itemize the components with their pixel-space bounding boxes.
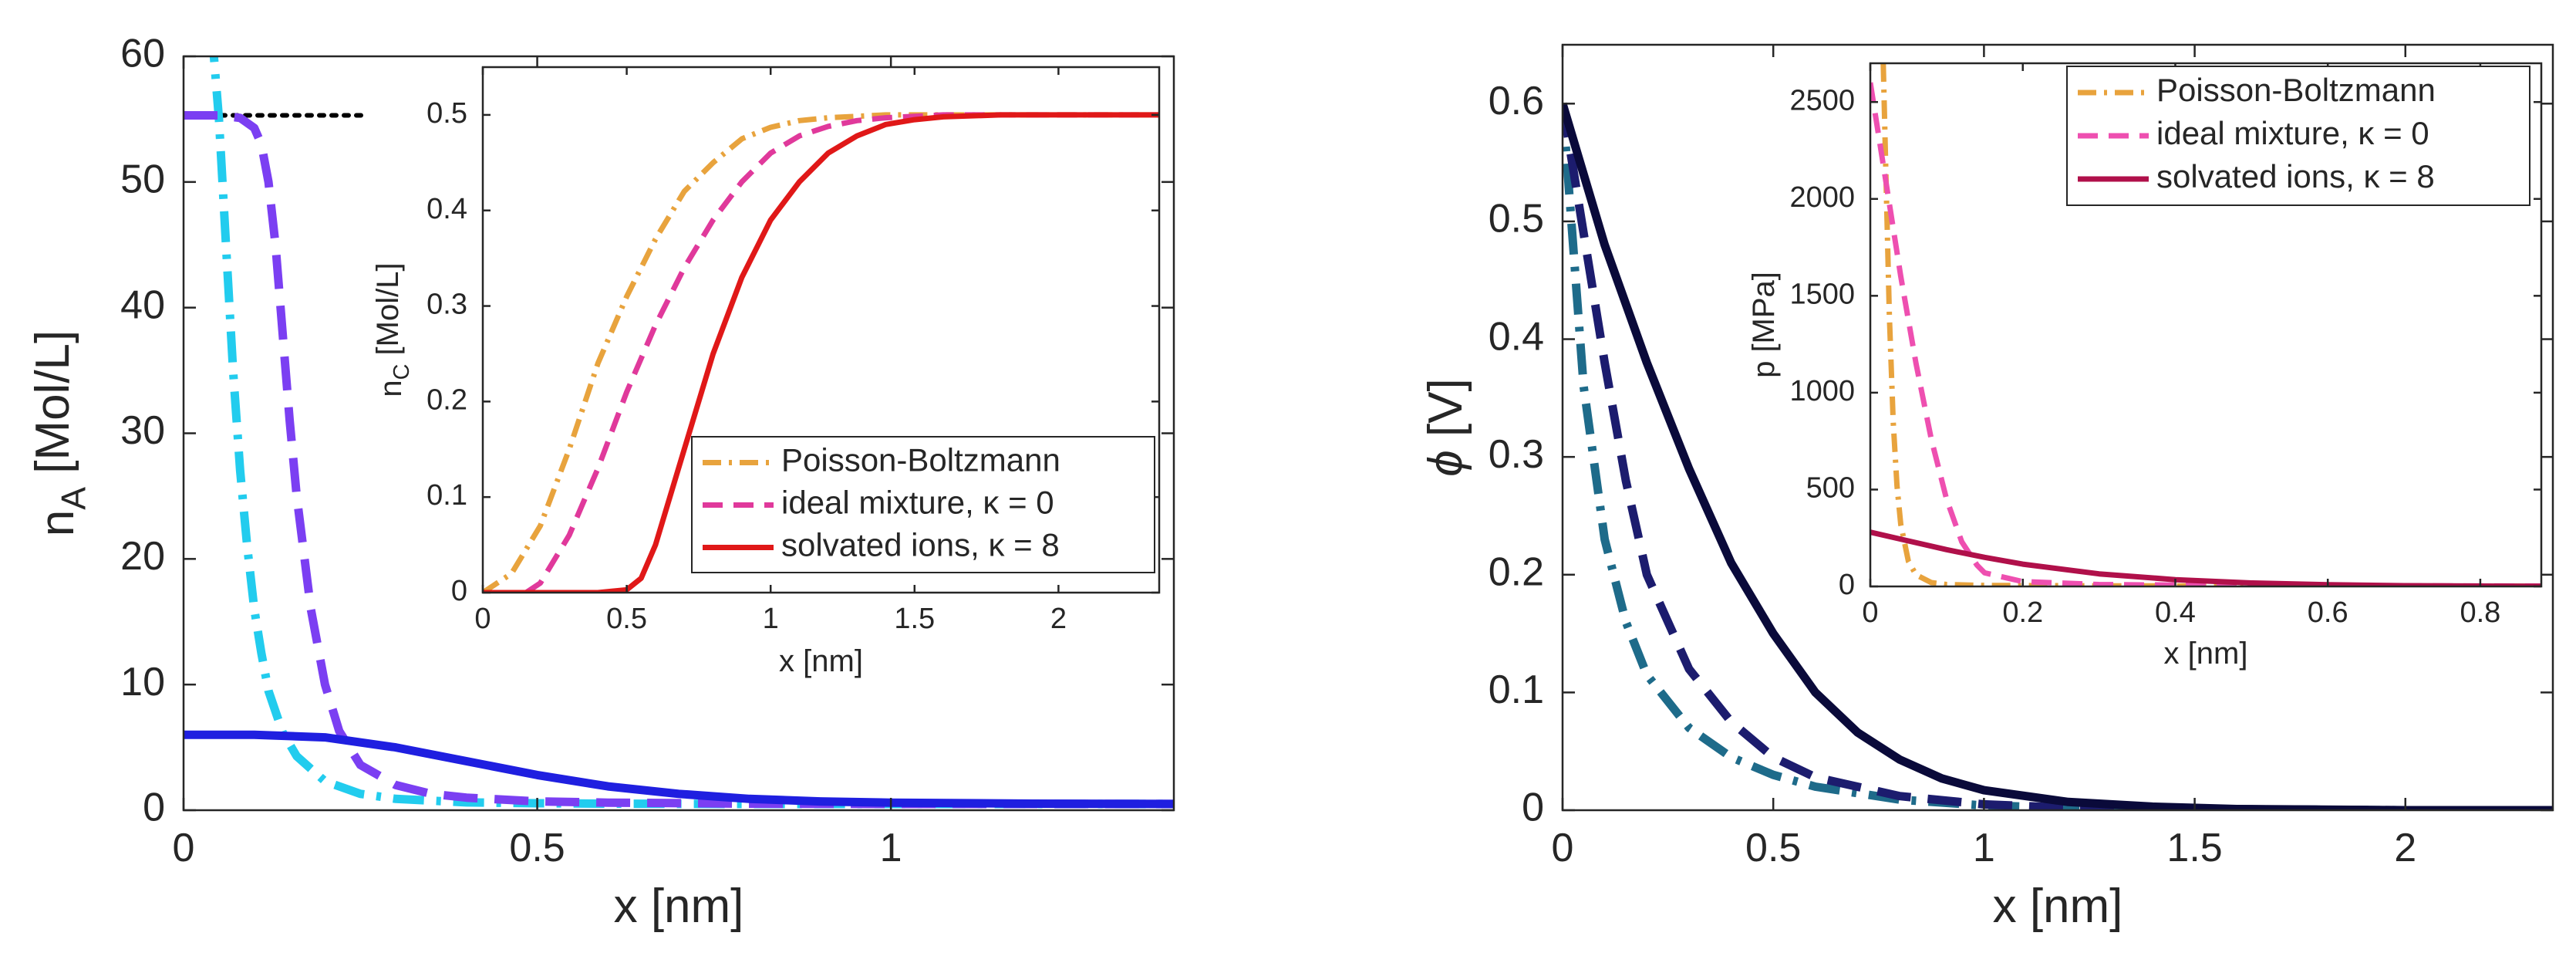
left-main-xlabel: x [nm]	[614, 880, 744, 933]
right-inset-xtick-label: 0.8	[2460, 596, 2500, 629]
left-main-xtick-label: 1	[880, 826, 902, 870]
right_inset-legend-label-2: solvated ions, κ = 8	[2156, 158, 2435, 194]
left-inset-ylabel: nC [Mol/L]	[371, 262, 414, 397]
left-inset-series-1	[483, 112, 1159, 593]
right-main-xtick-label: 2	[2394, 826, 2416, 870]
left_inset-legend-label-1: ideal mixture, κ = 0	[781, 485, 1054, 521]
right-main-ytick-label: 0.6	[1489, 79, 1544, 123]
right_inset-legend-box	[2066, 66, 2530, 206]
left-inset-ytick-label: 0.2	[427, 384, 467, 416]
right_inset-legend: Poisson-Boltzmann ideal mixture, κ = 0 sol…	[2066, 66, 2530, 206]
left-inset-ytick-label: 0	[451, 575, 467, 607]
left_inset-legend-label-2: solvated ions, κ = 8	[781, 527, 1060, 563]
right-main-ytick-label: 0	[1522, 786, 1544, 830]
left-main-ylabel-main: n	[31, 510, 84, 536]
right-main-axes-box	[1561, 43, 2554, 812]
right-inset-ytick-label: 2000	[1789, 181, 1855, 214]
left-main-ytick-label: 20	[120, 534, 165, 579]
left-inset-xtick-label: 1.5	[894, 603, 935, 635]
right-inset-xtick-label: 0.6	[2308, 596, 2348, 629]
right-inset-ytick-label: 2500	[1789, 84, 1855, 117]
left-main-ytick-label: 0	[143, 786, 165, 830]
left-inset-ytick-label: 0.3	[427, 289, 467, 321]
left-main-ytick-label: 60	[120, 32, 165, 76]
left-main-xtick-label: 0.5	[509, 826, 565, 870]
right-inset-ylabel: p [MPa]	[1747, 272, 1781, 378]
left-inset-ytick-label: 0.5	[427, 97, 467, 130]
right-main-ytick-label: 0.1	[1489, 667, 1544, 712]
right-main-xtick-label: 1	[1973, 826, 1995, 870]
left-main-ylabel-sub: A	[56, 487, 93, 510]
left-inset-xtick-label: 0	[474, 603, 491, 635]
left-inset-ylabel-tail: [Mol/L]	[371, 262, 405, 363]
right-main-xtick-label: 0.5	[1745, 826, 1801, 870]
left-main-ylabel-tail: [Mol/L]	[26, 330, 79, 487]
right-inset-ytick-label: 0	[1839, 569, 1855, 601]
left-inset-xtick-label: 1	[763, 603, 779, 635]
right-inset-xtick-label: 0.2	[2002, 596, 2043, 629]
left-inset-xtick-label: 2	[1050, 603, 1067, 635]
left-inset-ytick-label: 0.1	[427, 479, 467, 512]
right-main-xtick-label: 0	[1552, 826, 1574, 870]
left-main-ytick-label: 30	[120, 408, 165, 453]
right_inset-legend-label-1: ideal mixture, κ = 0	[2156, 115, 2429, 151]
left-main-ytick-label: 10	[120, 660, 165, 705]
right-main-xlabel: x [nm]	[1993, 880, 2123, 933]
left-inset-axes-box	[481, 66, 1161, 594]
right-inset-series-1	[1870, 82, 2541, 586]
right-inset-xtick-label: 0.4	[2155, 596, 2196, 629]
right-main-ytick-label: 0.3	[1489, 432, 1544, 477]
left-inset-ylabel-main: n	[374, 380, 408, 397]
left_inset-legend: Poisson-Boltzmann ideal mixture, κ = 0 sol…	[691, 436, 1155, 573]
right-main-ylabel: ϕ [V]	[1419, 378, 1472, 477]
right-main-ytick-label: 0.4	[1489, 314, 1544, 359]
right-inset-ytick-label: 1000	[1789, 375, 1855, 407]
left-inset-xlabel: x [nm]	[779, 644, 863, 678]
left-main-series-3	[184, 730, 1174, 809]
right-main-xtick-label: 1.5	[2166, 826, 2222, 870]
left-inset-ylabel-sub: C	[389, 364, 414, 380]
left-main-xtick-label: 0	[173, 826, 195, 870]
right-inset-ylabel-tail: [MPa]	[1747, 272, 1781, 361]
right-main-ylabel-tail: [V]	[1419, 378, 1472, 450]
left-main-series-2	[184, 111, 1174, 809]
right-inset-xtick-label: 0	[1862, 596, 1878, 629]
left-inset-series-3	[483, 112, 1159, 593]
right-inset-ytick-label: 500	[1806, 471, 1855, 504]
right-main-panel: 0 0.5 1 1.5 2 0 0.1 0.2 0.3 0.4 0.5 0.6 x [nm] ϕ [V]	[1419, 43, 2554, 933]
left-inset-series-group	[483, 112, 1159, 593]
right-main-ytick-label: 0.2	[1489, 550, 1544, 595]
left-main-ytick-label: 40	[120, 282, 165, 327]
left-main-ylabel: nA [Mol/L]	[26, 330, 93, 537]
left-inset-panel: 0 0.5 1 1.5 2 0 0.1 0.2 0.3 0.4 0.5 x [nm] nC [Mol/L…	[371, 66, 1161, 678]
left-inset-xtick-label: 0.5	[606, 603, 647, 635]
left-inset-series-2	[524, 112, 1159, 593]
right-inset-ylabel-main: p	[1747, 361, 1781, 378]
left-inset-ytick-label: 0.4	[427, 193, 467, 225]
right-inset-ytick-label: 1500	[1789, 278, 1855, 310]
right_inset-legend-label-0: Poisson-Boltzmann	[2156, 72, 2436, 108]
right-inset-axes-box	[1869, 62, 2543, 588]
right-inset-xlabel: x [nm]	[2164, 637, 2248, 671]
left-main-ytick-label: 50	[120, 157, 165, 202]
left_inset-legend-label-0: Poisson-Boltzmann	[781, 442, 1060, 478]
right-main-ylabel-main: ϕ	[1419, 450, 1472, 476]
right-main-ytick-label: 0.5	[1489, 197, 1544, 242]
